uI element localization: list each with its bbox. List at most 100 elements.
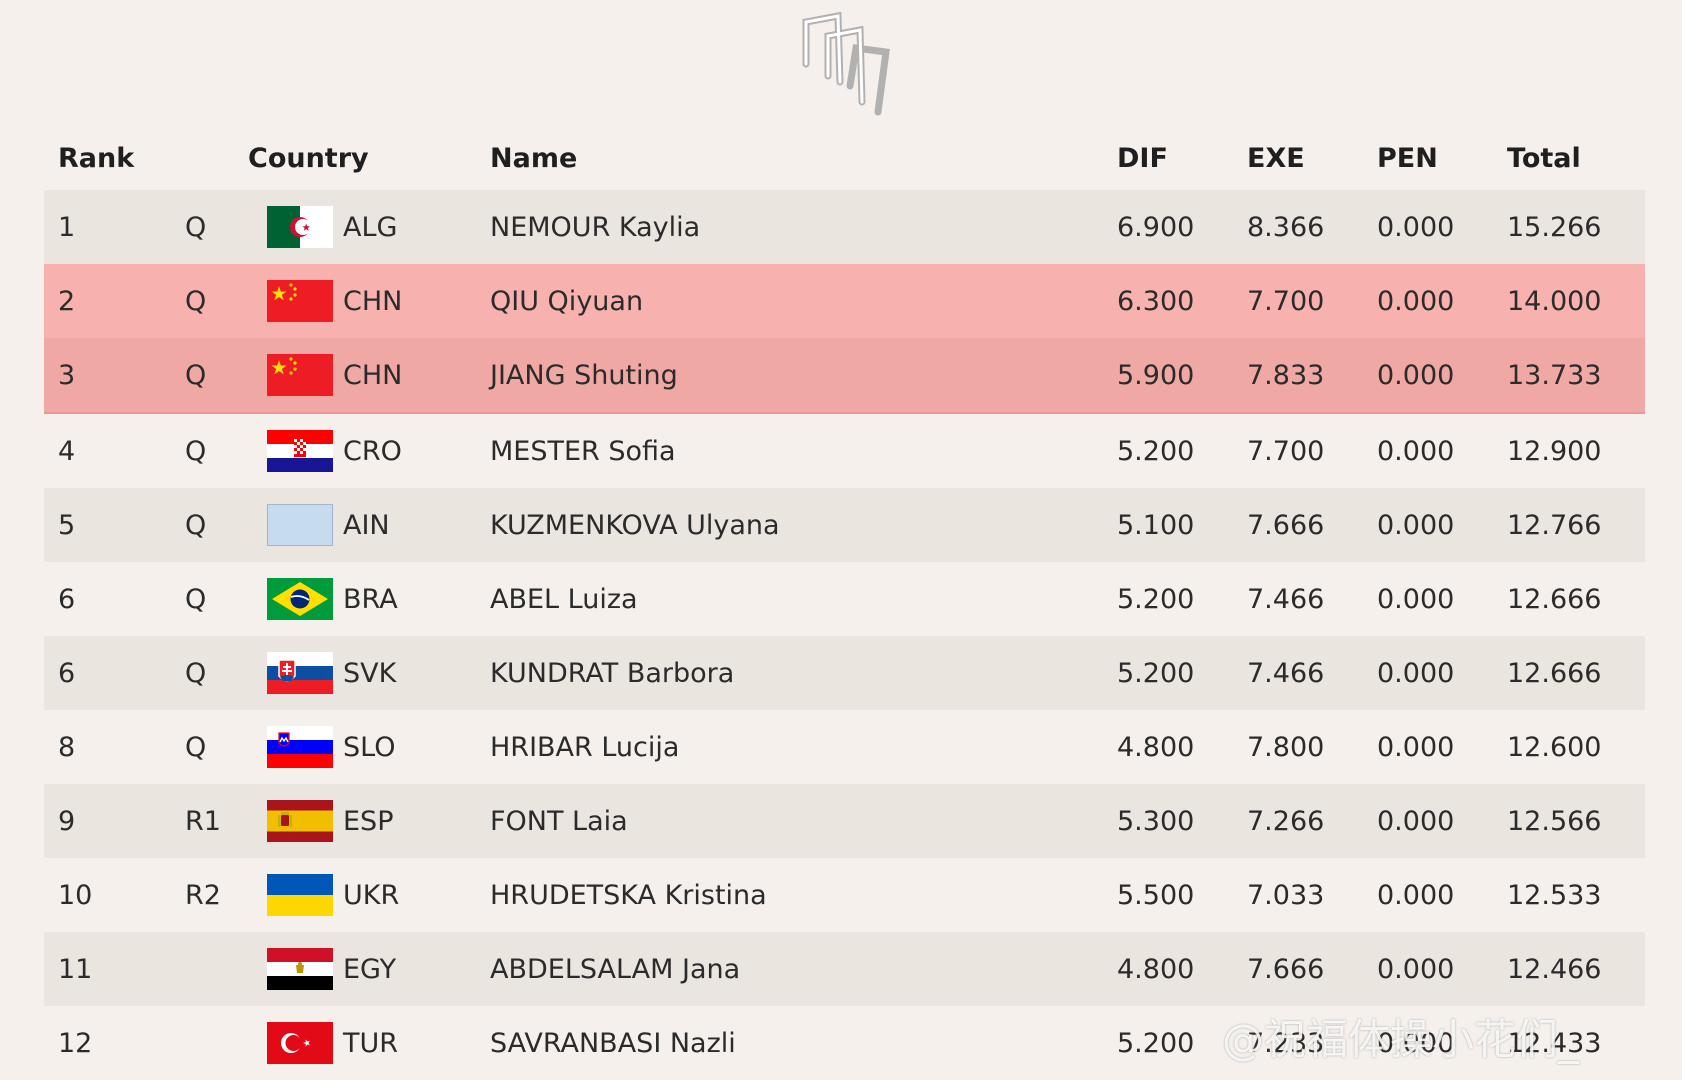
- table-row: 6 Q BRA ABEL Luiza 5.200 7.466 0.000 12.666: [44, 562, 1645, 636]
- pen-score-cell: 0.000: [1377, 211, 1455, 243]
- country-code-cell: ESP: [343, 805, 394, 837]
- header-country: Country: [248, 142, 369, 174]
- dif-score-cell: 5.300: [1117, 805, 1195, 837]
- pen-score-cell: 0.000: [1377, 359, 1455, 391]
- country-code-cell: AIN: [343, 509, 390, 541]
- header-name: Name: [490, 142, 578, 174]
- qualification-cell: Q: [185, 211, 207, 243]
- qualification-cell: Q: [185, 657, 207, 689]
- header-total: Total: [1507, 142, 1581, 174]
- qualification-cell: Q: [185, 435, 207, 467]
- flag-chn-icon: [267, 354, 333, 396]
- total-score-cell: 12.900: [1507, 435, 1602, 467]
- country-code-cell: ALG: [343, 211, 398, 243]
- pen-score-cell: 0.000: [1377, 731, 1455, 763]
- athlete-name-cell: HRUDETSKA Kristina: [490, 879, 767, 911]
- dif-score-cell: 4.800: [1117, 731, 1195, 763]
- dif-score-cell: 5.200: [1117, 583, 1195, 615]
- rank-cell: 3: [58, 359, 76, 391]
- dif-score-cell: 6.900: [1117, 211, 1195, 243]
- exe-score-cell: 7.033: [1247, 879, 1325, 911]
- qualification-cell: Q: [185, 359, 207, 391]
- pen-score-cell: 0.000: [1377, 657, 1455, 689]
- table-row: 12 TUR SAVRANBASI Nazli 5.200 7.233 0.000 12.4…: [44, 1006, 1645, 1080]
- rank-cell: 11: [58, 953, 93, 985]
- table-row: 4 Q CRO MESTER Sofia 5.200 7.700 0.000 12.900: [44, 414, 1645, 488]
- rank-cell: 6: [58, 657, 76, 689]
- flag-alg-icon: [267, 206, 333, 248]
- country-code-cell: CHN: [343, 285, 403, 317]
- qualification-cell: Q: [185, 583, 207, 615]
- total-score-cell: 12.533: [1507, 879, 1602, 911]
- exe-score-cell: 7.233: [1247, 1027, 1325, 1059]
- flag-bra-icon: [267, 578, 333, 620]
- dif-score-cell: 6.300: [1117, 285, 1195, 317]
- country-code-cell: TUR: [343, 1027, 399, 1059]
- table-row: 10 R2 UKR HRUDETSKA Kristina 5.500 7.033 0.000…: [44, 858, 1645, 932]
- qualification-cell: Q: [185, 285, 207, 317]
- table-row: 3 Q CHN JIANG Shuting 5.900 7.833 0.000 13.733: [44, 338, 1645, 414]
- qualification-cell: R1: [185, 805, 221, 837]
- header-exe: EXE: [1247, 142, 1305, 174]
- exe-score-cell: 7.800: [1247, 731, 1325, 763]
- exe-score-cell: 7.700: [1247, 435, 1325, 467]
- pen-score-cell: 0.000: [1377, 953, 1455, 985]
- pen-score-cell: 0.000: [1377, 1027, 1455, 1059]
- table-row: 11 EGY ABDELSALAM Jana 4.800 7.666 0.000 12.46…: [44, 932, 1645, 1006]
- flag-chn-icon: [267, 280, 333, 322]
- total-score-cell: 12.666: [1507, 657, 1602, 689]
- flag-cro-icon: [267, 430, 333, 472]
- athlete-name-cell: HRIBAR Lucija: [490, 731, 680, 763]
- rank-cell: 12: [58, 1027, 93, 1059]
- qualification-cell: Q: [185, 509, 207, 541]
- dif-score-cell: 5.500: [1117, 879, 1195, 911]
- rank-cell: 4: [58, 435, 76, 467]
- country-code-cell: CRO: [343, 435, 402, 467]
- rank-cell: 6: [58, 583, 76, 615]
- exe-score-cell: 7.466: [1247, 657, 1325, 689]
- country-code-cell: EGY: [343, 953, 397, 985]
- header-pen: PEN: [1377, 142, 1438, 174]
- flag-ain-icon: [267, 504, 333, 546]
- qualification-cell: Q: [185, 731, 207, 763]
- athlete-name-cell: KUNDRAT Barbora: [490, 657, 735, 689]
- rank-cell: 5: [58, 509, 76, 541]
- pen-score-cell: 0.000: [1377, 435, 1455, 467]
- dif-score-cell: 4.800: [1117, 953, 1195, 985]
- exe-score-cell: 7.666: [1247, 953, 1325, 985]
- total-score-cell: 12.766: [1507, 509, 1602, 541]
- country-code-cell: CHN: [343, 359, 403, 391]
- dif-score-cell: 5.200: [1117, 435, 1195, 467]
- table-row: 1 Q ALG NEMOUR Kaylia 6.900 8.366 0.000 15.266: [44, 190, 1645, 264]
- rank-cell: 10: [58, 879, 93, 911]
- header-rank: Rank: [58, 142, 135, 174]
- header-dif: DIF: [1117, 142, 1168, 174]
- exe-score-cell: 7.266: [1247, 805, 1325, 837]
- country-code-cell: BRA: [343, 583, 398, 615]
- flag-slo-icon: [267, 726, 333, 768]
- table-row: 9 R1 ESP FONT Laia 5.300 7.266 0.000 12.566: [44, 784, 1645, 858]
- country-code-cell: SVK: [343, 657, 397, 689]
- table-row: 6 Q SVK KUNDRAT Barbora 5.200 7.466 0.000 12.66…: [44, 636, 1645, 710]
- total-score-cell: 14.000: [1507, 285, 1602, 317]
- pen-score-cell: 0.000: [1377, 509, 1455, 541]
- flag-egy-icon: [267, 948, 333, 990]
- rank-cell: 2: [58, 285, 76, 317]
- athlete-name-cell: FONT Laia: [490, 805, 628, 837]
- dif-score-cell: 5.100: [1117, 509, 1195, 541]
- pen-score-cell: 0.000: [1377, 805, 1455, 837]
- athlete-name-cell: NEMOUR Kaylia: [490, 211, 701, 243]
- exe-score-cell: 7.700: [1247, 285, 1325, 317]
- flag-ukr-icon: [267, 874, 333, 916]
- athlete-name-cell: QIU Qiyuan: [490, 285, 644, 317]
- table-header: Rank Country Name DIF EXE PEN Total: [44, 126, 1645, 190]
- total-score-cell: 12.466: [1507, 953, 1602, 985]
- athlete-name-cell: SAVRANBASI Nazli: [490, 1027, 736, 1059]
- table-row: 5 Q AIN KUZMENKOVA Ulyana 5.100 7.666 0.000 12.…: [44, 488, 1645, 562]
- exe-score-cell: 7.466: [1247, 583, 1325, 615]
- flag-tur-icon: [267, 1022, 333, 1064]
- table-row: 8 Q SLO HRIBAR Lucija 4.800 7.800 0.000 12.600: [44, 710, 1645, 784]
- exe-score-cell: 7.666: [1247, 509, 1325, 541]
- dif-score-cell: 5.200: [1117, 657, 1195, 689]
- total-score-cell: 12.566: [1507, 805, 1602, 837]
